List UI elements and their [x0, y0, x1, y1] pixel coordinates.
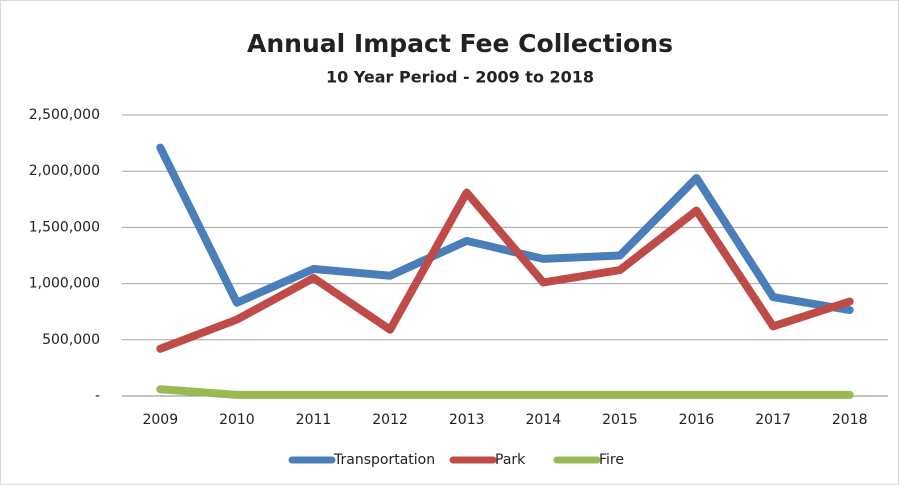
x-tick-label: 2015 [602, 412, 638, 428]
legend-label: Park [495, 452, 526, 468]
x-tick-label: 2014 [525, 412, 561, 428]
chart-subtitle: 10 Year Period - 2009 to 2018 [326, 68, 594, 87]
legend-label: Transportation [333, 452, 435, 468]
x-tick-label: 2011 [296, 412, 332, 428]
y-tick-label: 500,000 [42, 332, 100, 348]
y-tick-label: 1,000,000 [29, 276, 100, 292]
legend-label: Fire [599, 452, 624, 468]
x-tick-label: 2018 [832, 412, 868, 428]
y-tick-label: 1,500,000 [29, 219, 100, 235]
x-tick-label: 2010 [219, 412, 255, 428]
series-line [156, 385, 854, 399]
x-tick-label: 2017 [755, 412, 791, 428]
x-tick-label: 2016 [679, 412, 715, 428]
chart-title: Annual Impact Fee Collections [247, 29, 673, 58]
x-tick-label: 2009 [142, 412, 178, 428]
x-tick-label: 2012 [372, 412, 408, 428]
y-tick-label: 2,000,000 [29, 163, 100, 179]
series-line [156, 188, 854, 353]
y-tick-label: 2,500,000 [29, 107, 100, 123]
series-line [156, 143, 854, 315]
y-tick-label: - [95, 388, 100, 404]
x-tick-label: 2013 [449, 412, 485, 428]
